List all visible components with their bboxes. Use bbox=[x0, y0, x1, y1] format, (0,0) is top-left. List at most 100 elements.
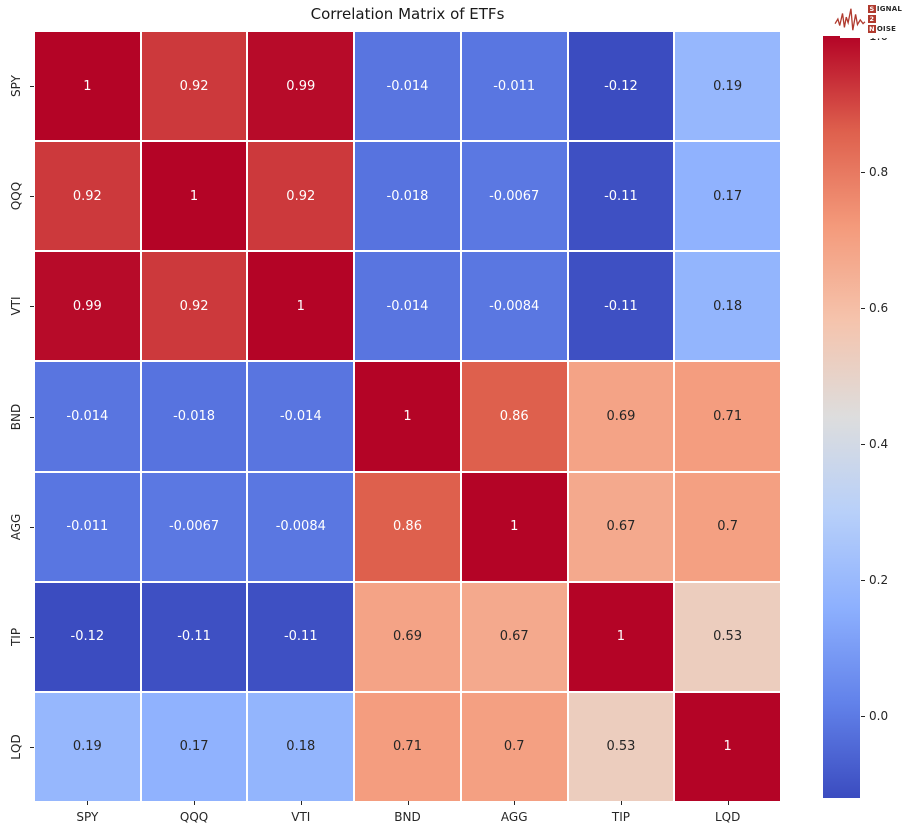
heatmap-cell: 1 bbox=[568, 582, 674, 691]
heatmap-cell: -0.011 bbox=[35, 472, 140, 581]
y-tick-label: VTI bbox=[9, 296, 23, 316]
colorbar-tickmark bbox=[861, 444, 865, 446]
colorbar-tick-label: 0.8 bbox=[869, 165, 889, 180]
heatmap-cell: 0.18 bbox=[248, 692, 354, 801]
x-tick-label: VTI bbox=[291, 810, 311, 824]
x-tickmark bbox=[87, 801, 89, 805]
heatmap-cell: 0.99 bbox=[35, 252, 140, 361]
x-tickmark bbox=[194, 801, 196, 805]
heatmap-cell: -0.011 bbox=[461, 32, 567, 141]
colorbar-tickmark bbox=[861, 580, 865, 582]
heatmap-cell: 1 bbox=[141, 142, 247, 251]
heatmap-cell: 0.19 bbox=[675, 32, 780, 141]
x-tickmark bbox=[514, 801, 516, 805]
logo-line-signal: S IGNAL bbox=[867, 5, 902, 14]
heatmap-cell: 0.19 bbox=[35, 692, 140, 801]
x-tick-label: TIP bbox=[611, 810, 630, 824]
colorbar-tick-label: 0.6 bbox=[869, 301, 889, 316]
heatmap-cell: -0.11 bbox=[568, 252, 674, 361]
colorbar-tick-label: 0.0 bbox=[869, 709, 889, 724]
logo-line-noise: N OISE bbox=[867, 25, 902, 34]
colorbar-tick-label: 0.4 bbox=[869, 437, 889, 452]
heatmap-cell: -0.0067 bbox=[141, 472, 247, 581]
heatmap-cell: 0.7 bbox=[461, 692, 567, 801]
heatmap-cell: 0.92 bbox=[141, 252, 247, 361]
x-tickmark bbox=[620, 801, 622, 805]
heatmap-cell: -0.12 bbox=[35, 582, 140, 691]
y-tick-label: BND bbox=[9, 403, 23, 430]
heatmap-cell: 1 bbox=[248, 252, 354, 361]
heatmap-cell: 0.99 bbox=[248, 32, 354, 141]
signal-2-noise-logo: S IGNAL 2 N OISE bbox=[834, 0, 904, 38]
heatmap-cell: 0.7 bbox=[675, 472, 780, 581]
heatmap-cell: 0.53 bbox=[568, 692, 674, 801]
heatmap-cell: 0.71 bbox=[675, 362, 780, 471]
heatmap-cell: -0.0067 bbox=[461, 142, 567, 251]
x-tickmark bbox=[727, 801, 729, 805]
heatmap-cell: 0.69 bbox=[355, 582, 460, 691]
heatmap-cell: 0.86 bbox=[461, 362, 567, 471]
heatmap-cell: 0.53 bbox=[675, 582, 780, 691]
heatmap-cell: 1 bbox=[355, 362, 460, 471]
y-tickmark bbox=[30, 746, 34, 748]
y-tickmark bbox=[30, 86, 34, 88]
logo-rest-oise: OISE bbox=[876, 25, 897, 33]
waveform-icon bbox=[834, 8, 866, 31]
y-tickmark bbox=[30, 526, 34, 528]
x-tick-label: QQQ bbox=[179, 810, 209, 824]
logo-box-s: S bbox=[867, 5, 876, 13]
y-tick-label: AGG bbox=[9, 513, 23, 540]
heatmap-cell: -0.11 bbox=[568, 142, 674, 251]
y-tickmark bbox=[30, 306, 34, 308]
colorbar-tickmark bbox=[861, 716, 865, 718]
heatmap-cell: 0.67 bbox=[568, 472, 674, 581]
heatmap-cell: 0.71 bbox=[355, 692, 460, 801]
heatmap-cell: -0.014 bbox=[35, 362, 140, 471]
logo-line-2: 2 bbox=[867, 15, 902, 24]
x-tick-label: SPY bbox=[76, 810, 99, 824]
heatmap-cell: -0.014 bbox=[355, 32, 460, 141]
colorbar-tickmark bbox=[861, 308, 865, 310]
heatmap-cell: 0.17 bbox=[675, 142, 780, 251]
heatmap-cell: -0.11 bbox=[248, 582, 354, 691]
x-tick-label: BND bbox=[394, 810, 421, 824]
heatmap-cell: -0.014 bbox=[248, 362, 354, 471]
heatmap-cell: -0.0084 bbox=[461, 252, 567, 361]
heatmap-cell: 0.92 bbox=[35, 142, 140, 251]
y-tick-label: SPY bbox=[9, 75, 23, 98]
heatmap-cell: 0.67 bbox=[461, 582, 567, 691]
heatmap-cell: -0.018 bbox=[141, 362, 247, 471]
heatmap-cell: 1 bbox=[461, 472, 567, 581]
heatmap-cell: 0.92 bbox=[248, 142, 354, 251]
colorbar-tickmark bbox=[861, 172, 865, 174]
heatmap-cell: 0.18 bbox=[675, 252, 780, 361]
logo-box-2: 2 bbox=[867, 15, 876, 23]
x-tick-label: AGG bbox=[500, 810, 528, 824]
logo-rest-ignal: IGNAL bbox=[876, 5, 902, 13]
x-tickmark bbox=[407, 801, 409, 805]
chart-title: Correlation Matrix of ETFs bbox=[310, 5, 505, 23]
heatmap-cell: -0.018 bbox=[355, 142, 460, 251]
heatmap-cell: -0.0084 bbox=[248, 472, 354, 581]
y-tickmark bbox=[30, 416, 34, 418]
y-tickmark bbox=[30, 636, 34, 638]
logo-box-n: N bbox=[867, 25, 876, 33]
heatmap-cell: 0.92 bbox=[141, 32, 247, 141]
heatmap: 1 0.92 0.99 -0.014 -0.011 -0.12 0.19 0.92 1 0.92-… bbox=[35, 32, 780, 801]
heatmap-cell: 1 bbox=[35, 32, 140, 141]
colorbar-tick-label: 0.2 bbox=[869, 573, 889, 588]
heatmap-cell: 0.17 bbox=[141, 692, 247, 801]
heatmap-cell: 0.69 bbox=[568, 362, 674, 471]
colorbar-gradient bbox=[823, 36, 860, 798]
y-tick-label: TIP bbox=[9, 627, 23, 646]
y-tickmark bbox=[30, 196, 34, 198]
heatmap-cell: 0.86 bbox=[355, 472, 460, 581]
y-tick-label: QQQ bbox=[9, 182, 23, 211]
logo-text: S IGNAL 2 N OISE bbox=[867, 5, 904, 34]
heatmap-cell: -0.12 bbox=[568, 32, 674, 141]
y-tick-label: LQD bbox=[9, 734, 23, 760]
heatmap-cell: -0.11 bbox=[141, 582, 247, 691]
heatmap-cell: 1 bbox=[675, 692, 780, 801]
heatmap-cell: -0.014 bbox=[355, 252, 460, 361]
